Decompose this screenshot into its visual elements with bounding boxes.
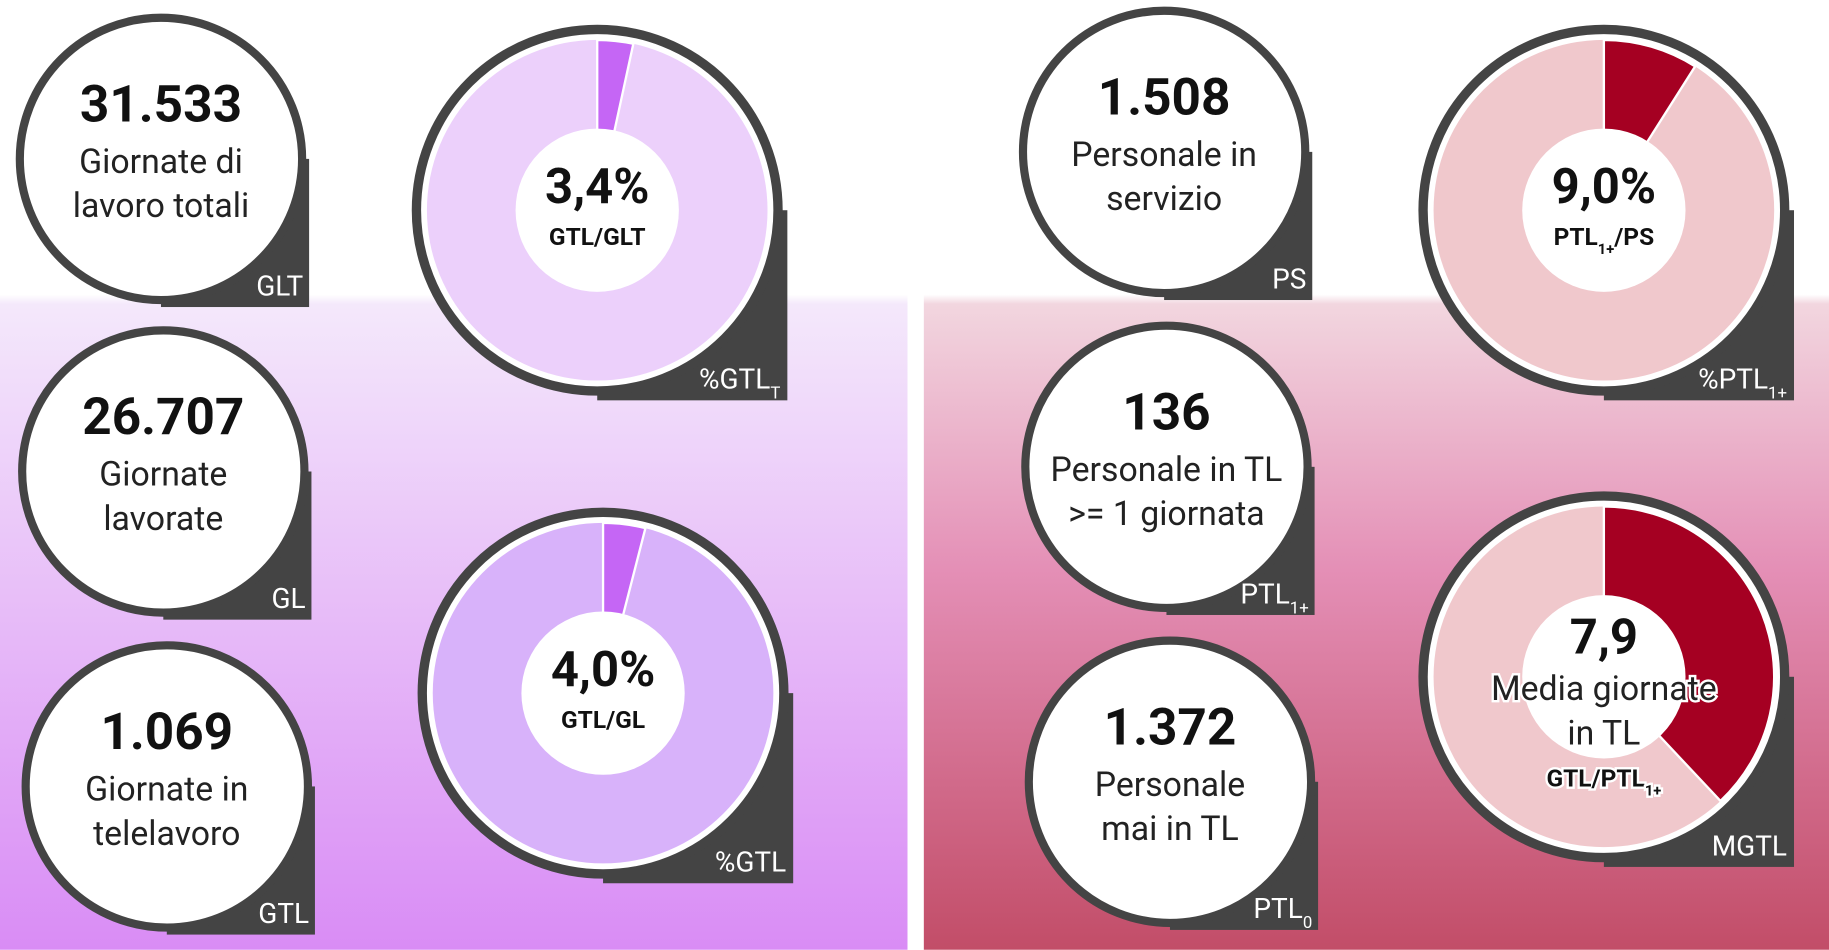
donut-tag: %GTLT — [699, 363, 780, 404]
donut-ratio-sub: 1+ — [1645, 781, 1661, 799]
card-circle — [21, 641, 313, 932]
card-description: >= 1 giornata — [1068, 495, 1265, 534]
card-tag: GTL — [258, 897, 309, 930]
donut-tag: %GTL — [715, 846, 786, 879]
donut-tag-sub: 1+ — [1768, 384, 1787, 404]
card-value: 1.372 — [1104, 696, 1237, 757]
card-tag-sub: 1+ — [1290, 598, 1309, 618]
donut-hole — [1522, 128, 1686, 292]
donut-value: 9,0% — [1552, 158, 1656, 215]
card-description: Giornate — [99, 455, 227, 494]
donut-tag: %PTL1+ — [1698, 363, 1787, 404]
card-value: 136 — [1122, 382, 1210, 443]
card-tag-main: PTL — [1253, 892, 1302, 925]
card-tag-main: GTL — [258, 897, 309, 930]
donut-tag-main: MGTL — [1712, 829, 1787, 862]
card-description: Personale in TL — [1051, 451, 1283, 490]
donut-tag: MGTL — [1712, 829, 1787, 862]
donut-ratio-after: /PS — [1613, 222, 1654, 251]
donut-wedge — [1602, 505, 1776, 803]
donut-tag-main: %GTL — [699, 363, 770, 396]
card-tag: PS — [1272, 262, 1306, 295]
card-tag: PTL1+ — [1240, 577, 1308, 618]
card-value: 1.069 — [100, 701, 233, 762]
donut-ratio-main: GTL/PTL — [1546, 763, 1644, 792]
card-tag: GL — [271, 582, 305, 615]
card-value: 1.508 — [1098, 67, 1231, 128]
card-tag-main: GLT — [256, 269, 303, 302]
donut-ratio: GTL/GLT — [549, 222, 646, 251]
card-value: 26.707 — [82, 386, 244, 447]
card-description: Personale in — [1071, 136, 1257, 175]
card-description: Giornate in — [85, 770, 248, 809]
card-description: lavorate — [103, 500, 223, 539]
card-description: servizio — [1106, 180, 1222, 219]
donut-tag-main: %GTL — [715, 846, 786, 879]
card-tag: GLT — [256, 269, 303, 302]
donut-description: in TL — [1567, 714, 1640, 753]
card-description: mai in TL — [1101, 810, 1239, 849]
donut-ratio-main: GTL/GL — [561, 705, 645, 734]
card-circle — [1018, 6, 1310, 298]
donut-value: 3,4% — [545, 158, 649, 215]
donut-ratio-sub: 1+ — [1598, 240, 1614, 258]
card-circle — [1021, 321, 1312, 613]
donut-ratio-main: PTL — [1554, 222, 1598, 251]
card-circle — [15, 13, 307, 305]
donut-value: 4,0% — [551, 641, 655, 698]
card-tag: PTL0 — [1253, 892, 1312, 933]
card-tag-sub: 0 — [1303, 913, 1312, 933]
card-description: Giornate di — [79, 143, 243, 182]
donut-ratio: GTL/GL — [561, 705, 645, 734]
donut-ratio: PTL1+/PS — [1554, 222, 1655, 258]
card-circle — [18, 326, 309, 617]
card-value: 31.533 — [80, 74, 242, 135]
donut-ratio-main: GTL/GLT — [549, 222, 646, 251]
card-circle — [1024, 636, 1316, 928]
donut-description: Media giornate — [1491, 670, 1717, 709]
donut-value: 7,9 — [1570, 608, 1638, 665]
card-tag-main: PS — [1272, 262, 1306, 295]
donut-hole — [1522, 595, 1686, 759]
donut-hole — [521, 611, 685, 775]
donut-tag-main: %PTL — [1698, 363, 1768, 396]
card-tag-main: PTL — [1240, 577, 1289, 610]
card-description: lavoro totali — [73, 187, 250, 226]
card-description: telelavoro — [93, 815, 240, 854]
donut-hole — [515, 128, 679, 292]
donut-tag-sub: T — [770, 384, 780, 404]
card-tag-main: GL — [271, 582, 305, 615]
card-description: Personale — [1095, 766, 1245, 805]
donut-ratio: GTL/PTL1+ — [1546, 763, 1661, 799]
